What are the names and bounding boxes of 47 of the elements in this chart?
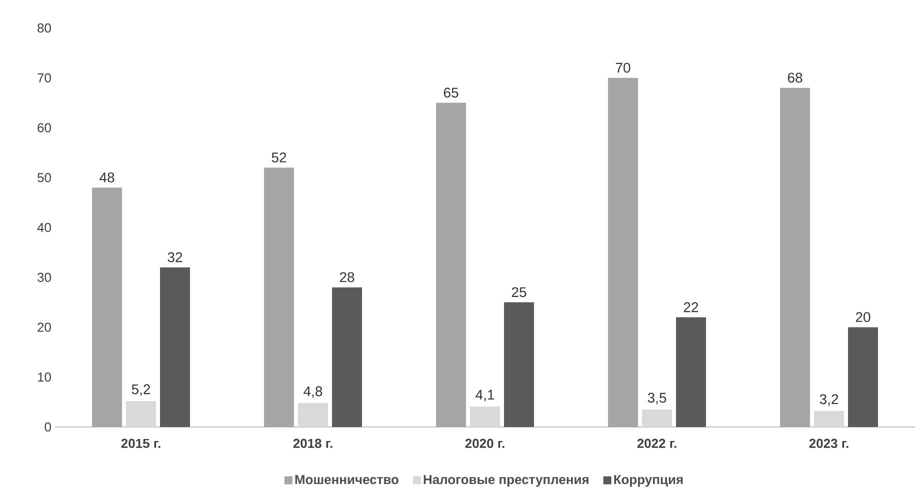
y-tick-label: 0: [44, 422, 51, 432]
data-label: 48: [100, 172, 114, 182]
bar: [780, 88, 810, 427]
legend-label: Налоговые преступления: [424, 475, 588, 487]
bar: [814, 411, 844, 427]
data-label: 4,1: [476, 390, 494, 402]
data-label: 70: [616, 62, 630, 73]
bar: [298, 403, 328, 427]
x-tick-label: 2015 г.: [121, 438, 160, 448]
y-tick-label: 30: [38, 272, 51, 282]
data-label: 68: [788, 72, 802, 83]
bar: [126, 401, 156, 427]
data-label: 28: [340, 272, 354, 282]
bar: [264, 168, 294, 427]
y-tick-label: 20: [38, 322, 51, 332]
bar: [160, 267, 190, 427]
data-label: 4,8: [304, 386, 322, 398]
y-tick-label: 50: [38, 173, 51, 182]
bar: [92, 188, 122, 427]
y-tick-label: 40: [37, 222, 51, 232]
bar: [470, 406, 500, 427]
bar: [332, 287, 362, 427]
x-tick-label: 2023 г.: [809, 438, 848, 448]
y-tick-label: 70: [38, 73, 51, 82]
x-tick-label: 2018 г.: [293, 438, 332, 448]
data-label: 3,2: [820, 394, 838, 406]
bar: [848, 327, 878, 427]
x-tick-label: 2020 г.: [465, 438, 504, 448]
data-label: 65: [444, 88, 458, 98]
bar: [642, 410, 672, 427]
data-label: 25: [512, 287, 526, 298]
data-label: 20: [856, 312, 870, 322]
bar: [504, 302, 534, 427]
bar: [676, 317, 706, 427]
y-tick-label: 10: [38, 372, 51, 382]
y-tick-label: 80: [38, 23, 51, 33]
legend-label: Коррупция: [614, 475, 683, 487]
data-label: 5,2: [132, 384, 150, 396]
data-label: 32: [168, 252, 182, 262]
legend-label: Мошенничество: [295, 475, 398, 484]
bar: [608, 78, 638, 427]
bar: [436, 102, 466, 427]
data-label: 52: [272, 152, 286, 162]
x-tick-label: 2022 г.: [637, 438, 676, 448]
data-label: 3,5: [648, 392, 666, 404]
y-tick-label: 60: [38, 123, 51, 132]
data-label: 22: [684, 302, 698, 312]
